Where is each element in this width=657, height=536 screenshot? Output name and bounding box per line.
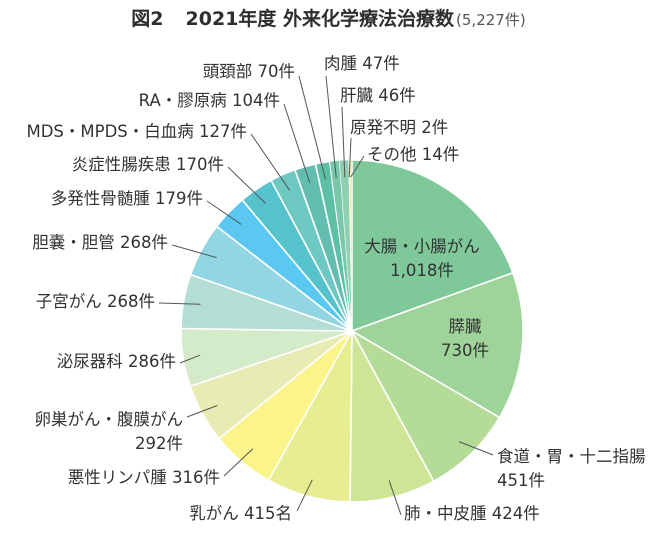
- leader-line-3: [388, 480, 402, 516]
- leader-line-15: [325, 75, 337, 178]
- leader-line-16: [341, 106, 346, 178]
- slice-1: [350, 271, 524, 419]
- leader-line-4: [296, 479, 313, 512]
- slice-18: [348, 159, 353, 332]
- leader-line-10: [206, 200, 242, 225]
- slice-2: [349, 328, 501, 483]
- leader-line-2: [458, 441, 494, 456]
- slice-label-11: 炎症性腸疾患 170件: [72, 155, 224, 174]
- chart-title: 図2 2021年度 外来化学療法治療数 (5,227件): [0, 4, 657, 31]
- slice-label-14: 頭頚部 70件: [203, 62, 295, 81]
- slice-label-12: MDS・MPDS・白血病 127件: [26, 122, 247, 141]
- title-text: 2021年度 外来化学療法治療数: [185, 8, 455, 30]
- slice-label-15: 肉腫 47件: [324, 54, 400, 73]
- leader-line-13: [283, 103, 311, 184]
- leader-line-7: [179, 354, 201, 364]
- leader-line-14: [298, 75, 326, 180]
- slice-label-4: 乳がん 415名: [189, 504, 292, 523]
- slice-label-3: 肺・中皮腫 424件: [404, 504, 540, 523]
- leader-line-17: [348, 137, 352, 178]
- leader-line-5: [223, 448, 254, 477]
- slice-label-8: 子宮がん 268件: [36, 292, 155, 311]
- slice-label-6: 卵巣がん・腹膜がん 292件: [35, 410, 184, 453]
- slice-label-5: 悪性リンパ腫 316件: [68, 468, 220, 487]
- slice-label-0: 大腸・小腸がん 1,018件: [364, 237, 480, 280]
- slice-label-18: その他 14件: [367, 145, 459, 164]
- slice-0: [351, 159, 514, 333]
- slice-label-1: 膵臓 730件: [441, 317, 489, 360]
- slice-label-16: 肝臓 46件: [340, 86, 416, 105]
- leader-line-11: [227, 166, 267, 204]
- slice-label-13: RA・膠原病 104件: [139, 91, 280, 110]
- slice-label-7: 泌尿器科 286件: [57, 352, 176, 371]
- leader-line-8: [158, 302, 201, 305]
- slice-label-10: 多発性骨髄腫 179件: [51, 189, 203, 208]
- slice-label-9: 胆嚢・胆管 268件: [32, 233, 168, 252]
- leader-line-12: [250, 133, 291, 191]
- leader-line-6: [186, 405, 218, 418]
- pie-slices: [180, 159, 524, 503]
- leader-line-9: [171, 244, 217, 259]
- figure-number: 図2: [131, 8, 164, 30]
- total-count: (5,227件): [456, 11, 526, 29]
- leader-line-18: [350, 155, 365, 178]
- leader-lines: [158, 75, 494, 516]
- slice-label-17: 原発不明 2件: [350, 118, 448, 137]
- slice-label-2: 食道・胃・十二指腸 451件: [497, 447, 646, 490]
